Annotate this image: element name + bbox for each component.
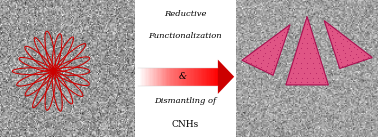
Polygon shape xyxy=(242,25,290,75)
Polygon shape xyxy=(324,21,372,68)
Polygon shape xyxy=(286,16,328,85)
Text: Reductive: Reductive xyxy=(164,10,206,18)
Text: Functionalization: Functionalization xyxy=(149,32,222,40)
Text: Dismantling of: Dismantling of xyxy=(154,97,216,105)
Text: CNHs: CNHs xyxy=(172,120,199,129)
Text: &: & xyxy=(178,72,186,81)
Polygon shape xyxy=(218,60,234,94)
